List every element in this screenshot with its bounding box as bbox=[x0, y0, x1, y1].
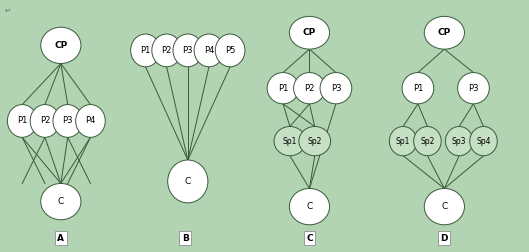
Ellipse shape bbox=[267, 73, 299, 104]
Ellipse shape bbox=[424, 188, 464, 225]
Ellipse shape bbox=[76, 105, 105, 137]
Text: D: D bbox=[441, 234, 448, 243]
Ellipse shape bbox=[470, 127, 497, 156]
Ellipse shape bbox=[7, 105, 37, 137]
Text: P4: P4 bbox=[204, 46, 214, 55]
Text: P2: P2 bbox=[304, 84, 315, 93]
Ellipse shape bbox=[152, 34, 181, 67]
Text: P1: P1 bbox=[278, 84, 288, 93]
Text: ↵: ↵ bbox=[4, 8, 10, 14]
Ellipse shape bbox=[402, 73, 434, 104]
Ellipse shape bbox=[320, 73, 352, 104]
Ellipse shape bbox=[194, 34, 224, 67]
Ellipse shape bbox=[299, 127, 331, 156]
Text: B: B bbox=[182, 234, 188, 243]
Ellipse shape bbox=[458, 73, 489, 104]
Ellipse shape bbox=[424, 16, 464, 49]
Text: P5: P5 bbox=[225, 46, 235, 55]
Ellipse shape bbox=[274, 127, 306, 156]
Text: P3: P3 bbox=[331, 84, 341, 93]
Text: C: C bbox=[306, 202, 313, 211]
Ellipse shape bbox=[41, 27, 81, 64]
Ellipse shape bbox=[131, 34, 160, 67]
Text: C: C bbox=[58, 197, 64, 206]
Ellipse shape bbox=[414, 127, 441, 156]
Ellipse shape bbox=[294, 73, 325, 104]
Text: P1: P1 bbox=[140, 46, 151, 55]
Text: C: C bbox=[306, 234, 313, 243]
Text: P3: P3 bbox=[62, 116, 73, 125]
Text: Sp3: Sp3 bbox=[452, 137, 467, 146]
Text: Sp4: Sp4 bbox=[476, 137, 491, 146]
Text: CP: CP bbox=[54, 41, 68, 50]
Ellipse shape bbox=[289, 188, 330, 225]
Ellipse shape bbox=[53, 105, 83, 137]
Ellipse shape bbox=[389, 127, 417, 156]
Text: Sp1: Sp1 bbox=[282, 137, 297, 146]
Text: P1: P1 bbox=[413, 84, 423, 93]
Ellipse shape bbox=[41, 183, 81, 220]
Text: A: A bbox=[57, 234, 65, 243]
Text: P3: P3 bbox=[468, 84, 479, 93]
Ellipse shape bbox=[168, 160, 208, 203]
Text: Sp2: Sp2 bbox=[420, 137, 435, 146]
Ellipse shape bbox=[215, 34, 245, 67]
Ellipse shape bbox=[289, 16, 330, 49]
Ellipse shape bbox=[30, 105, 60, 137]
Text: P4: P4 bbox=[85, 116, 96, 125]
Text: P2: P2 bbox=[161, 46, 172, 55]
Text: Sp2: Sp2 bbox=[307, 137, 322, 146]
Ellipse shape bbox=[173, 34, 203, 67]
Text: C: C bbox=[185, 177, 191, 186]
Text: CP: CP bbox=[437, 28, 451, 37]
Text: CP: CP bbox=[303, 28, 316, 37]
Text: C: C bbox=[441, 202, 448, 211]
Text: P1: P1 bbox=[17, 116, 28, 125]
Text: P3: P3 bbox=[183, 46, 193, 55]
Text: P2: P2 bbox=[40, 116, 50, 125]
Text: Sp1: Sp1 bbox=[396, 137, 411, 146]
Ellipse shape bbox=[445, 127, 473, 156]
